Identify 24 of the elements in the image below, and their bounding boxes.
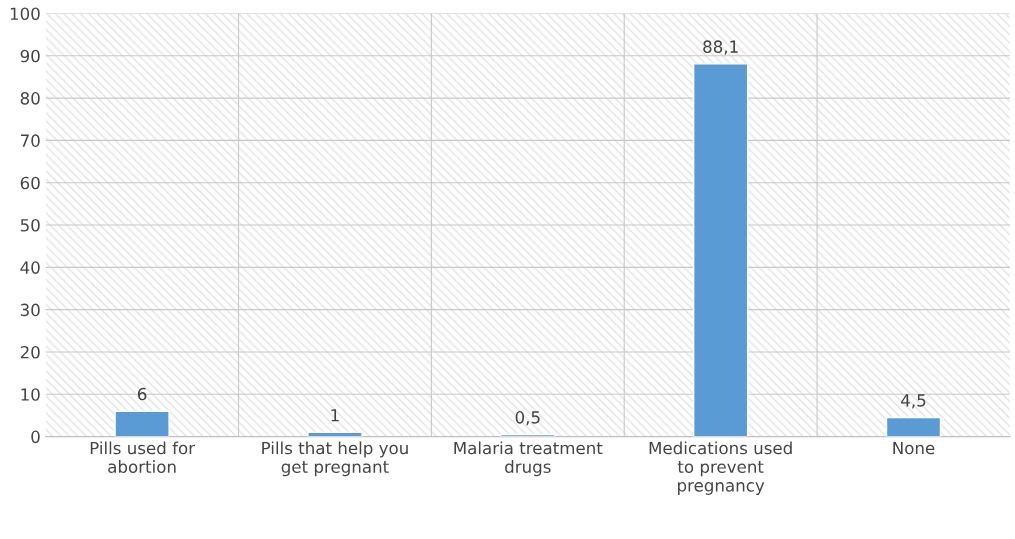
y-tick-label: 0 [31, 430, 40, 444]
y-tick-label: 30 [20, 303, 40, 317]
y-tick-label: 10 [21, 388, 40, 401]
bar [885, 416, 942, 437]
data-label: 4,5 [901, 394, 926, 409]
data-label: 0,5 [515, 411, 540, 426]
x-tick-label: Pills that help you get pregnant [262, 441, 408, 477]
data-label: 88,1 [703, 40, 738, 55]
y-tick-label: 40 [20, 261, 40, 274]
data-label: 6 [137, 387, 147, 401]
y-tick-label: 20 [20, 345, 40, 359]
data-label: 1 [331, 409, 339, 422]
bar [114, 410, 170, 437]
x-tick-label: Malaria treatment drugs [454, 441, 603, 477]
bar [692, 63, 749, 437]
y-tick-label: 80 [20, 92, 40, 105]
x-tick-label: Medications used to prevent pregnancy [649, 441, 792, 495]
y-tick-label: 50 [20, 218, 40, 232]
y-tick-label: 60 [20, 176, 40, 190]
x-tick-label: Pills used for abortion [90, 441, 196, 474]
y-tick-label: 70 [20, 134, 40, 147]
y-tick-label: 100 [10, 7, 40, 21]
y-tick-label: 90 [20, 49, 40, 63]
x-tick-label: None [893, 441, 935, 455]
